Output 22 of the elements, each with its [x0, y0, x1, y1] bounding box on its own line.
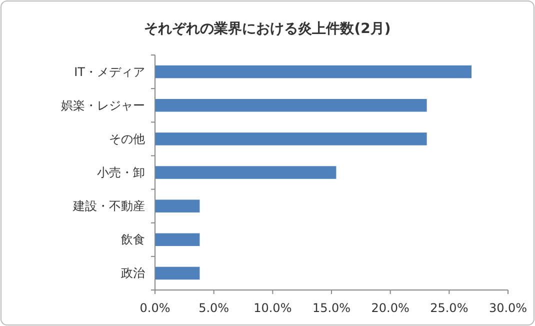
bar [155, 132, 427, 146]
chart-title: それぞれの業界における炎上件数(2月) [144, 21, 391, 37]
y-tick-label: 政治 [121, 266, 145, 280]
bar [155, 166, 336, 179]
x-tick-label: 30.0% [488, 301, 528, 315]
x-tick-label: 10.0% [254, 301, 292, 315]
bar [155, 233, 200, 246]
y-tick-label: 飲食 [121, 232, 145, 247]
y-tick-label: 小売・卸 [97, 166, 145, 180]
x-tick-label: 25.0% [430, 301, 468, 315]
y-tick-label: 建設・不動産 [72, 199, 145, 214]
bar [155, 200, 200, 212]
x-tick-label: 15.0% [312, 301, 351, 315]
y-tick-label: 娯楽・レジャー [61, 98, 145, 112]
x-tick-label: 0.0% [140, 301, 170, 315]
x-tick-label: 20.0% [371, 301, 410, 315]
y-tick-label: IT・メディア [74, 64, 145, 79]
bar [155, 266, 200, 280]
y-tick-label: その他 [109, 132, 145, 146]
bar [155, 98, 427, 112]
x-tick-label: 5.0% [198, 301, 230, 315]
bar [155, 65, 472, 78]
